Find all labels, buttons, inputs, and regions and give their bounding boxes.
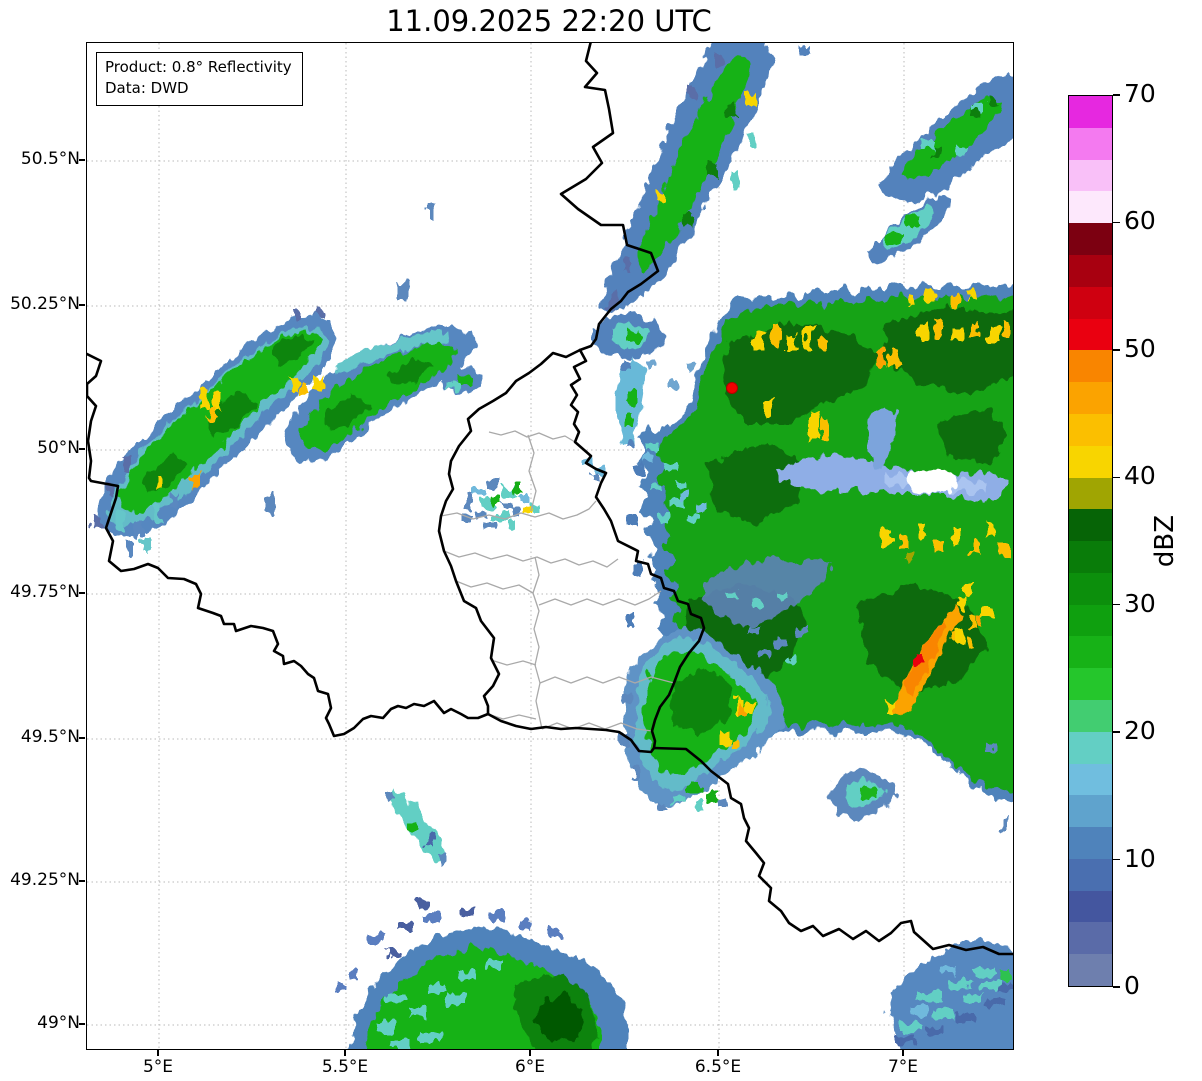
colorbar-segment-2.5dbz bbox=[1069, 922, 1112, 955]
colorbar-tick-label: 50 bbox=[1124, 333, 1156, 363]
y-tick-mark bbox=[79, 737, 85, 739]
colorbar-segment-65dbz bbox=[1069, 127, 1112, 160]
y-tick-label: 49.5°N bbox=[20, 727, 80, 747]
colorbar-segment-47.5dbz bbox=[1069, 350, 1112, 383]
border-belgium-germany bbox=[559, 43, 660, 352]
colorbar-tick-label: 60 bbox=[1124, 206, 1156, 236]
colorbar-tick-mark bbox=[1113, 476, 1120, 478]
y-tick-mark bbox=[79, 448, 85, 450]
colorbar-segment-17.5dbz bbox=[1069, 731, 1112, 764]
colorbar-tick-mark bbox=[1113, 349, 1120, 351]
y-tick-label: 50.25°N bbox=[10, 294, 80, 314]
y-tick-label: 50°N bbox=[37, 438, 80, 458]
colorbar-segment-52.5dbz bbox=[1069, 286, 1112, 319]
colorbar-segment-5dbz bbox=[1069, 890, 1112, 923]
figure-title: 11.09.2025 22:20 UTC bbox=[386, 4, 712, 38]
colorbar-unit-label: dBZ bbox=[1150, 514, 1180, 568]
data-source-line: Data: DWD bbox=[105, 79, 189, 97]
colorbar-segment-25dbz bbox=[1069, 636, 1112, 669]
colorbar-segment-32.5dbz bbox=[1069, 541, 1112, 573]
colorbar-tick-mark bbox=[1113, 604, 1120, 606]
radar-map-canvas bbox=[87, 43, 1013, 1049]
colorbar-tick-mark bbox=[1113, 858, 1120, 861]
colorbar-segment-40dbz bbox=[1069, 445, 1112, 478]
border-luxembourg-france bbox=[486, 712, 656, 754]
colorbar-tick-label: 70 bbox=[1124, 79, 1156, 108]
y-tick-label: 49°N bbox=[37, 1013, 80, 1033]
luxembourg-canton-borders bbox=[440, 430, 675, 732]
colorbar-segment-0dbz bbox=[1069, 954, 1112, 986]
x-tick-label: 7°E bbox=[887, 1057, 919, 1077]
colorbar-segment-30dbz bbox=[1069, 572, 1112, 605]
colorbar-segment-62.5dbz bbox=[1069, 159, 1112, 192]
colorbar-segment-55dbz bbox=[1069, 255, 1112, 287]
colorbar bbox=[1068, 95, 1113, 987]
y-tick-mark bbox=[79, 880, 85, 882]
radar-site-dot bbox=[726, 382, 738, 394]
colorbar-tick-label: 20 bbox=[1124, 716, 1156, 746]
country-borders bbox=[87, 43, 1013, 956]
border-germany-france bbox=[652, 746, 1013, 956]
y-tick-label: 50.5°N bbox=[20, 149, 80, 169]
x-tick-mark bbox=[902, 1049, 904, 1056]
colorbar-tick-mark bbox=[1113, 221, 1120, 224]
x-tick-label: 5.5°E bbox=[321, 1057, 369, 1077]
y-tick-mark bbox=[79, 304, 85, 306]
product-info-box: Product: 0.8° Reflectivity Data: DWD bbox=[96, 52, 303, 106]
y-tick-label: 49.25°N bbox=[10, 870, 80, 890]
y-tick-mark bbox=[79, 592, 85, 594]
x-tick-mark bbox=[717, 1049, 719, 1056]
border-belgium-france bbox=[87, 352, 490, 738]
colorbar-segment-22.5dbz bbox=[1069, 668, 1112, 700]
border-luxembourg-germany bbox=[569, 348, 706, 750]
colorbar-segment-15dbz bbox=[1069, 763, 1112, 796]
colorbar-tick-mark bbox=[1113, 94, 1120, 96]
x-tick-label: 5°E bbox=[142, 1057, 174, 1077]
x-tick-mark bbox=[529, 1049, 531, 1056]
colorbar-segment-7.5dbz bbox=[1069, 858, 1112, 891]
colorbar-segment-27.5dbz bbox=[1069, 604, 1112, 637]
colorbar-tick-mark bbox=[1113, 986, 1120, 988]
colorbar-tick-mark bbox=[1113, 731, 1120, 733]
colorbar-segment-42.5dbz bbox=[1069, 413, 1112, 446]
colorbar-segment-35dbz bbox=[1069, 509, 1112, 542]
colorbar-segment-37.5dbz bbox=[1069, 477, 1112, 510]
colorbar-segment-20dbz bbox=[1069, 699, 1112, 732]
x-tick-label: 6.5°E bbox=[694, 1057, 742, 1077]
colorbar-tick-label: 0 bbox=[1124, 971, 1140, 1000]
x-tick-mark bbox=[157, 1049, 159, 1056]
x-tick-label: 6°E bbox=[514, 1057, 546, 1077]
colorbar-segment-57.5dbz bbox=[1069, 223, 1112, 256]
product-line: Product: 0.8° Reflectivity bbox=[105, 58, 292, 76]
map-plot-area: Product: 0.8° Reflectivity Data: DWD bbox=[86, 42, 1014, 1050]
colorbar-segment-12.5dbz bbox=[1069, 795, 1112, 828]
y-tick-mark bbox=[79, 1023, 85, 1025]
colorbar-tick-label: 40 bbox=[1124, 461, 1156, 491]
colorbar-segment-60dbz bbox=[1069, 191, 1112, 224]
x-tick-mark bbox=[344, 1049, 346, 1056]
colorbar-tick-label: 30 bbox=[1124, 588, 1156, 618]
colorbar-segment-10dbz bbox=[1069, 827, 1112, 859]
colorbar-segment-50dbz bbox=[1069, 318, 1112, 351]
colorbar-tick-label: 10 bbox=[1124, 843, 1156, 873]
colorbar-segment-45dbz bbox=[1069, 382, 1112, 414]
border-luxembourg-belgium bbox=[437, 348, 582, 716]
y-tick-mark bbox=[79, 159, 85, 161]
colorbar-segment-67.5dbz bbox=[1069, 96, 1112, 128]
radar-echoes bbox=[93, 43, 1013, 1049]
y-tick-label: 49.75°N bbox=[10, 582, 80, 602]
